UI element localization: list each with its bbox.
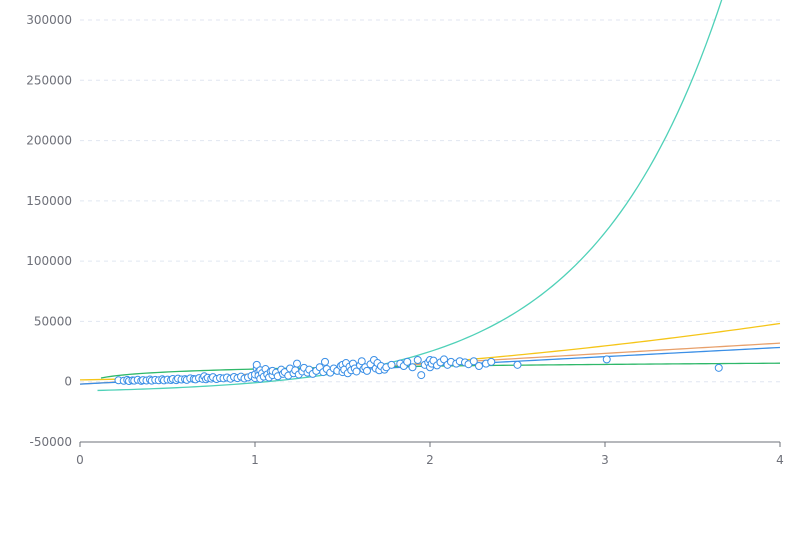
y-tick-label: 300000 [26, 13, 72, 27]
fit-line-exponential [97, 0, 723, 392]
scatter-point [417, 371, 426, 380]
scatter-point [321, 357, 329, 366]
y-tick-label: 200000 [26, 134, 72, 148]
scatter-point [408, 363, 417, 372]
scatter-point [475, 362, 483, 371]
scatter-points [114, 355, 723, 385]
scatter-point [363, 366, 371, 375]
y-tick-label: -50000 [29, 435, 72, 449]
x-tick-label: 2 [426, 453, 434, 467]
scatter-point [714, 363, 723, 372]
x-tick-label: 3 [601, 453, 609, 467]
scatter-point [469, 357, 478, 366]
scatter-point [513, 360, 522, 369]
x-tick-label: 0 [76, 453, 84, 467]
fit-lines [79, 0, 781, 392]
scatter-point [387, 360, 396, 369]
scatter-point [293, 359, 301, 368]
y-tick-label: 150000 [26, 194, 72, 208]
scatter-point [357, 357, 366, 366]
scatter-point [352, 367, 361, 376]
y-tick-label: 50000 [34, 314, 72, 328]
scatter-point [602, 355, 611, 364]
x-tick-label: 4 [776, 453, 784, 467]
y-tick-label: 100000 [26, 254, 72, 268]
scatter-point [487, 357, 496, 366]
y-tick-label: 250000 [26, 73, 72, 87]
scatter-point [403, 357, 412, 366]
y-tick-label: 0 [64, 375, 72, 389]
x-tick-label: 1 [251, 453, 259, 467]
scatter-point [413, 356, 422, 365]
axis-layer [79, 441, 781, 447]
tick-labels: -50000 0 50000 100000 150000 200000 250000 3000… [26, 13, 784, 467]
